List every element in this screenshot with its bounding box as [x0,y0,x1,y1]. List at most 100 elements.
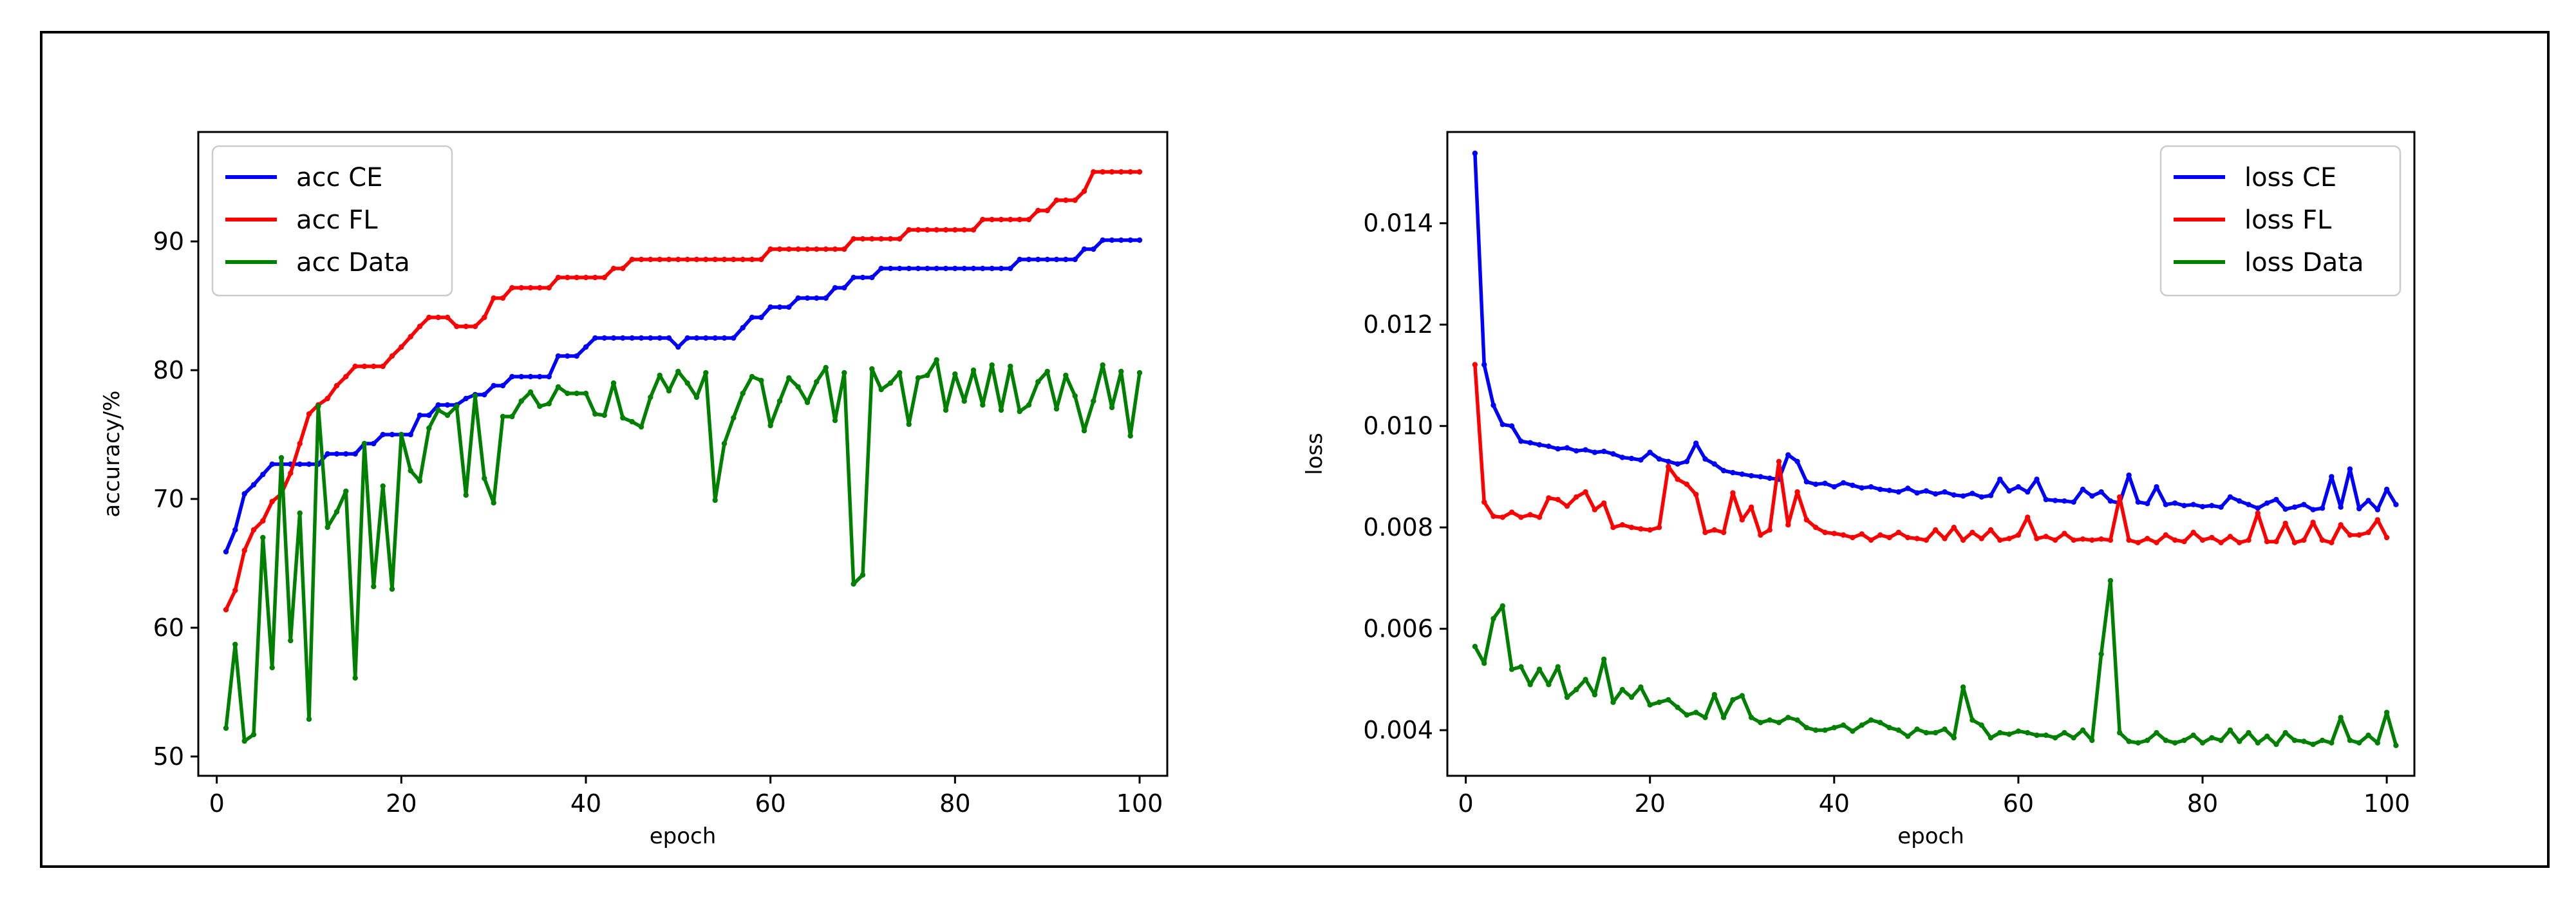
accuracy-series-acc-ce-point [814,295,820,301]
accuracy-series-acc-ce-point [823,295,829,301]
accuracy-series-acc-ce-point [1091,246,1096,252]
accuracy-series-acc-data-point [417,478,423,484]
loss-series-loss-data-point [1997,729,2003,736]
accuracy-series-acc-data-point [851,581,856,587]
accuracy-series-acc-data-point [241,738,247,744]
accuracy-series-acc-data-point [980,402,986,408]
accuracy-series-acc-ce-point [970,265,977,272]
accuracy-series-acc-data-point [961,398,967,404]
loss-series-loss-ce-point [2089,493,2095,499]
accuracy-series-acc-ce-point [482,391,487,398]
loss-series-loss-data-point [2098,651,2104,657]
accuracy-series-acc-data-point [1136,370,1143,376]
accuracy-series-acc-data-point [841,370,847,376]
loss-series-loss-data-point [2199,740,2206,746]
accuracy-legend-box [211,145,453,297]
loss-series-loss-ce-point [1979,494,1984,500]
accuracy-x-tick-label: 0 [209,789,225,818]
accuracy-series-acc-ce-point [1044,256,1050,263]
accuracy-series-acc-ce-point [925,265,930,272]
accuracy-series-acc-data-point [906,421,912,428]
loss-series-loss-ce-point [1767,475,1772,481]
accuracy-series-acc-fl-point [1017,216,1022,223]
loss-series-loss-fl-point [1472,362,1478,368]
loss-series-loss-data-point [1868,717,1874,723]
accuracy-series-acc-data-point [1072,393,1078,399]
accuracy-series-acc-ce-point [601,335,607,341]
loss-series-loss-fl-point [2089,537,2095,543]
accuracy-series-acc-data-point [684,380,690,386]
figure-frame [40,31,2550,868]
loss-series-loss-fl-point [1979,536,1984,541]
loss-series-loss-ce-point [1822,480,1828,486]
accuracy-series-acc-fl-point [454,323,460,330]
accuracy-series-acc-fl-point [223,606,229,613]
loss-series-loss-fl-point [2347,532,2353,538]
loss-series-loss-fl-point [1527,512,1533,518]
loss-y-tick-label: 0.004 [1363,716,1433,744]
loss-series-loss-data-point [1720,715,1727,720]
loss-series-loss-data-point [2329,740,2335,746]
accuracy-series-acc-data-point [509,413,515,420]
loss-series-loss-ce-point [2145,501,2150,507]
loss-series-loss-ce-point [1748,473,1754,479]
accuracy-series-acc-ce-point [887,265,894,272]
accuracy-series-acc-fl-point [657,256,663,263]
accuracy-series-acc-data-point [1026,402,1032,408]
loss-series-loss-data-point [1914,726,1920,732]
loss-series-loss-ce-point [1656,456,1662,462]
accuracy-series-acc-ce-point [1136,237,1143,243]
accuracy-y-axis-label: accuracy/% [99,390,125,517]
accuracy-series-acc-fl-point [731,256,737,263]
accuracy-series-acc-data-point [1091,398,1096,404]
accuracy-x-ticks: 0 20 40 60 80 100 [209,776,1163,818]
accuracy-series-acc-ce-point [1063,256,1069,263]
loss-series-loss-fl-point [2126,537,2132,543]
accuracy-series-acc-fl-point [897,236,903,242]
loss-series-loss-data-point [2227,727,2233,733]
loss-series-loss-ce-point [2218,504,2224,510]
accuracy-series-acc-fl-point [878,236,884,242]
loss-series-loss-data-point [1610,699,1616,706]
loss-series-loss-fl-point [1481,499,1487,505]
loss-series-loss-data-point [1518,664,1524,670]
loss-series-loss-ce-point [2034,476,2040,482]
loss-series-loss-data-point [1933,729,1939,736]
accuracy-series-acc-fl-point [961,227,967,233]
accuracy-series-acc-fl-point [565,274,570,281]
accuracy-series-acc-fl-point [952,227,958,233]
loss-series-loss-data-point [1481,661,1487,666]
accuracy-series-acc-ce-point [943,265,949,272]
accuracy-series-acc-ce-point [961,265,967,272]
accuracy-series-acc-data-point [610,380,617,386]
accuracy-legend-label-acc-ce: acc CE [296,163,382,193]
accuracy-series-acc-data-point [389,586,395,592]
loss-series-loss-fl-point [1601,500,1607,506]
loss-series-loss-data-point [1785,715,1791,720]
accuracy-series-acc-data-point [1100,362,1105,368]
accuracy-series-acc-fl-point [1063,197,1069,203]
accuracy-series-acc-ce-point [500,382,506,389]
loss-series-loss-fl-point [1564,503,1570,509]
loss-series-loss-data-point [2126,738,2132,744]
loss-series-loss-ce-point [1564,445,1570,451]
accuracy-series-acc-data-point [887,380,894,386]
accuracy-series-acc-data-point [482,475,487,482]
loss-series-loss-ce-point [2172,500,2178,506]
loss-series-loss-ce-point [1951,492,1957,498]
loss-series-loss-data-point [2209,735,2215,741]
loss-series-loss-data-point [1748,715,1754,720]
accuracy-series-acc-data-point [814,379,820,385]
loss-series-loss-ce-point [1574,448,1579,454]
accuracy-x-tick-label: 100 [1116,789,1163,818]
loss-series-loss-fl-point [2291,540,2298,545]
loss-series-loss-data-point [1693,709,1699,715]
loss-series-loss-fl-point [2071,537,2076,543]
loss-series-loss-fl-point [2062,531,2067,536]
loss-series-loss-ce-point [2393,502,2399,507]
loss-y-axis-label: loss [1302,433,1328,475]
loss-series-loss-data-point [1951,735,1957,741]
loss-series-loss-data-point [1490,615,1496,622]
loss-series-loss-ce-point [2237,498,2242,504]
accuracy-series-acc-ce-point [509,373,515,380]
